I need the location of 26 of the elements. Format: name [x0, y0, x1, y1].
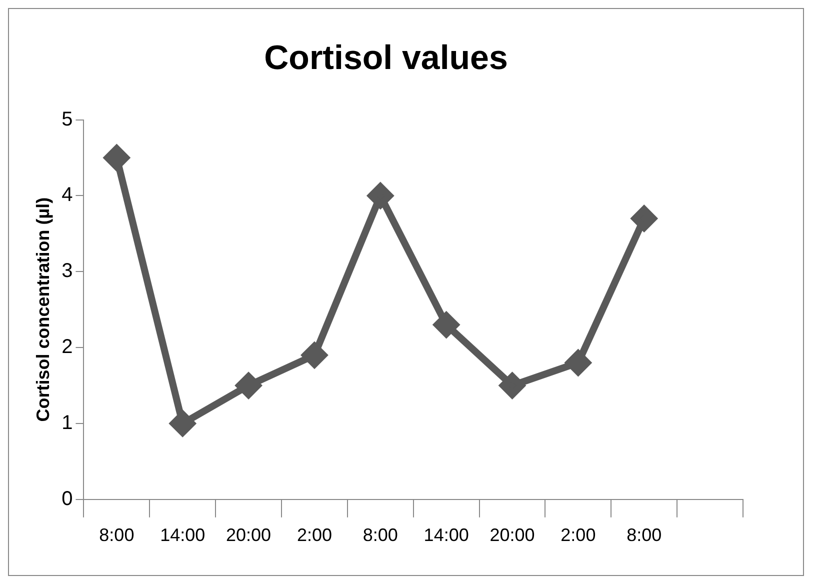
x-tick-label: 8:00 [99, 525, 134, 546]
chart-title: Cortisol values [264, 38, 508, 77]
point [632, 206, 657, 231]
x-tick-label: 20:00 [226, 525, 272, 546]
point [368, 183, 393, 208]
y-tick-label: 5 [62, 108, 73, 130]
point [500, 373, 525, 398]
y-tick-label: 3 [62, 260, 73, 282]
y-tick-label: 2 [62, 336, 73, 358]
point [104, 145, 130, 170]
point [302, 342, 327, 368]
y-tick-label: 0 [62, 488, 73, 510]
x-tick-label: 2:00 [296, 525, 332, 546]
y-axis-title: Cortisol concentration (µl) [32, 197, 53, 422]
x-tick-label: 14:00 [160, 525, 206, 546]
point [566, 350, 591, 376]
x-tick-label: 8:00 [626, 525, 662, 546]
point [434, 312, 459, 338]
x-tick-label: 14:00 [424, 525, 469, 546]
point [170, 410, 196, 436]
x-tick-label: 2:00 [560, 525, 596, 546]
x-tick-label: 8:00 [362, 525, 398, 546]
y-tick-label: 1 [62, 412, 73, 434]
point [236, 373, 262, 398]
y-tick-label: 4 [62, 184, 73, 206]
x-tick-label: 20:00 [490, 525, 535, 546]
